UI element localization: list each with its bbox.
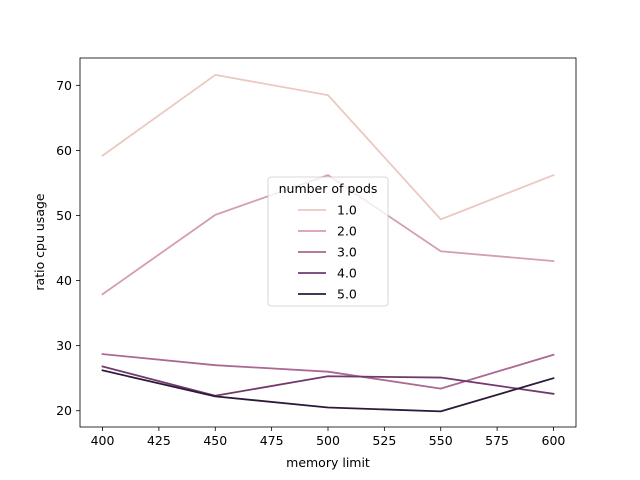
legend-label-2.0: 2.0	[337, 224, 357, 239]
y-tick-label: 70	[56, 78, 72, 93]
legend-label-5.0: 5.0	[337, 287, 357, 302]
x-tick-label: 550	[429, 433, 453, 448]
x-tick-label: 500	[316, 433, 340, 448]
series-line-4.0	[101, 365, 555, 397]
legend-label-1.0: 1.0	[337, 203, 357, 218]
legend-items: 1.0 2.0 3.0 4.0 5.0	[298, 203, 357, 302]
y-axis-ticks: 20 30 40 50 60 70	[56, 78, 80, 418]
y-tick-label: 20	[56, 403, 72, 418]
legend-title: number of pods	[279, 181, 378, 196]
series-line-1.0	[101, 74, 555, 221]
y-axis-title: ratio cpu usage	[32, 193, 47, 291]
x-tick-label: 525	[372, 433, 396, 448]
x-axis-ticks: 400 425 450 475 500 525 550 575 600	[91, 427, 566, 448]
x-tick-label: 600	[542, 433, 566, 448]
legend: number of pods 1.0 2.0 3.0 4.0 5.0	[267, 176, 389, 307]
y-tick-label: 60	[56, 143, 72, 158]
y-tick-label: 30	[56, 338, 72, 353]
series-line-3.0	[101, 353, 555, 390]
series-line-2.0	[101, 174, 555, 296]
x-tick-label: 425	[147, 433, 171, 448]
y-tick-label: 50	[56, 208, 72, 223]
legend-label-3.0: 3.0	[337, 245, 357, 260]
x-axis-title: memory limit	[286, 455, 370, 470]
series-lines	[101, 74, 555, 413]
legend-frame	[267, 176, 389, 307]
x-tick-label: 575	[485, 433, 509, 448]
series-line-5.0	[101, 369, 555, 413]
legend-label-4.0: 4.0	[337, 266, 357, 281]
x-tick-label: 475	[260, 433, 284, 448]
y-tick-label: 40	[56, 273, 72, 288]
x-tick-label: 450	[203, 433, 227, 448]
x-tick-label: 400	[91, 433, 115, 448]
